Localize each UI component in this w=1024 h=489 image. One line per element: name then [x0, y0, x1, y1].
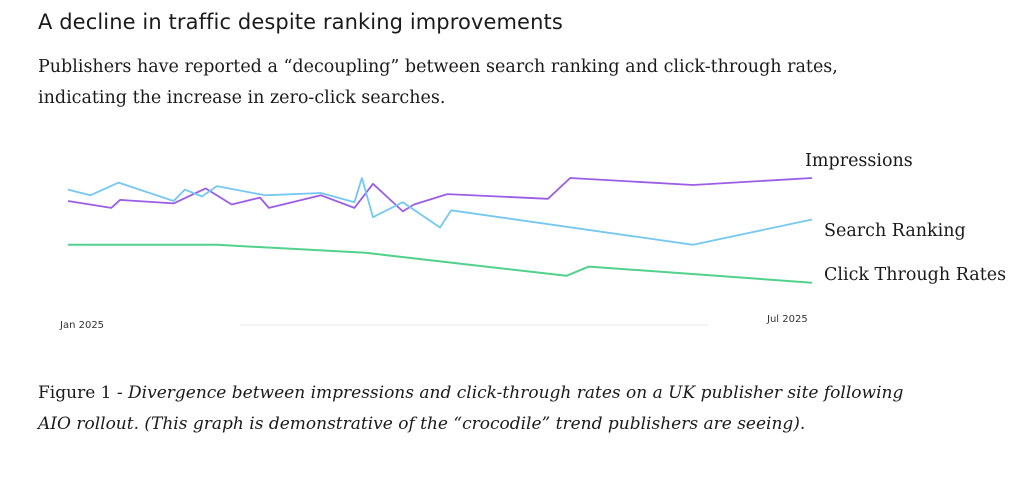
series-label-search-ranking: Search Ranking [824, 221, 966, 241]
figure-caption: Figure 1 - Divergence between impression… [38, 378, 918, 440]
series-line-search-ranking [67, 177, 813, 246]
crocodile-line-chart: Impressions Search Ranking Click Through… [59, 151, 1006, 331]
series-label-click-through-rates: Click Through Rates [824, 265, 1006, 285]
series-layer [67, 177, 813, 284]
series-label-impressions: Impressions [805, 151, 913, 171]
series-line-impressions [67, 177, 813, 213]
series-line-click-through-rates [68, 243, 813, 284]
x-tick-label-start: Jan 2025 [59, 320, 104, 331]
page-heading: A decline in traffic despite ranking imp… [38, 10, 563, 34]
figure-caption-text: Divergence between impressions and click… [38, 383, 904, 434]
figure-number: Figure 1 - [38, 383, 129, 403]
intro-paragraph: Publishers have reported a “decoupling” … [38, 57, 838, 108]
x-tick-label-end: Jul 2025 [766, 314, 808, 325]
